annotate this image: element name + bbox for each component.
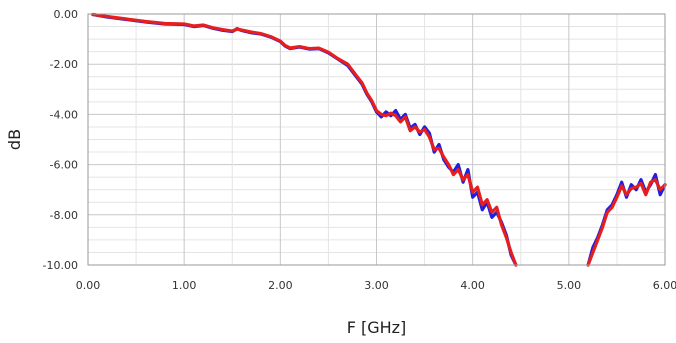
grid — [87, 13, 666, 266]
y-tick-label: -4.00 — [50, 108, 78, 121]
y-axis-label: dB — [5, 129, 24, 150]
y-tick-label: -8.00 — [50, 209, 78, 222]
x-tick-label: 5.00 — [557, 279, 582, 292]
series-line-2 — [91, 12, 518, 267]
x-tick-label: 2.00 — [268, 279, 293, 292]
y-tick-label: -6.00 — [50, 159, 78, 172]
x-tick-label: 0.00 — [76, 279, 101, 292]
x-tick-label: 6.00 — [653, 279, 676, 292]
tick-labels: 0.00 1.00 2.00 3.00 4.00 5.00 6.00 0.00 -2.00 -4.… — [43, 8, 676, 292]
x-axis-label: F [GHz] — [347, 318, 407, 337]
y-tick-label: -2.00 — [50, 58, 78, 71]
series-line-2 — [586, 178, 667, 267]
series-group — [91, 12, 667, 267]
x-tick-label: 3.00 — [364, 279, 389, 292]
y-tick-label: 0.00 — [54, 8, 79, 21]
x-tick-label: 4.00 — [460, 279, 485, 292]
y-tick-label: -10.00 — [43, 259, 78, 272]
plot-frame — [87, 13, 666, 266]
x-tick-label: 1.00 — [172, 279, 197, 292]
